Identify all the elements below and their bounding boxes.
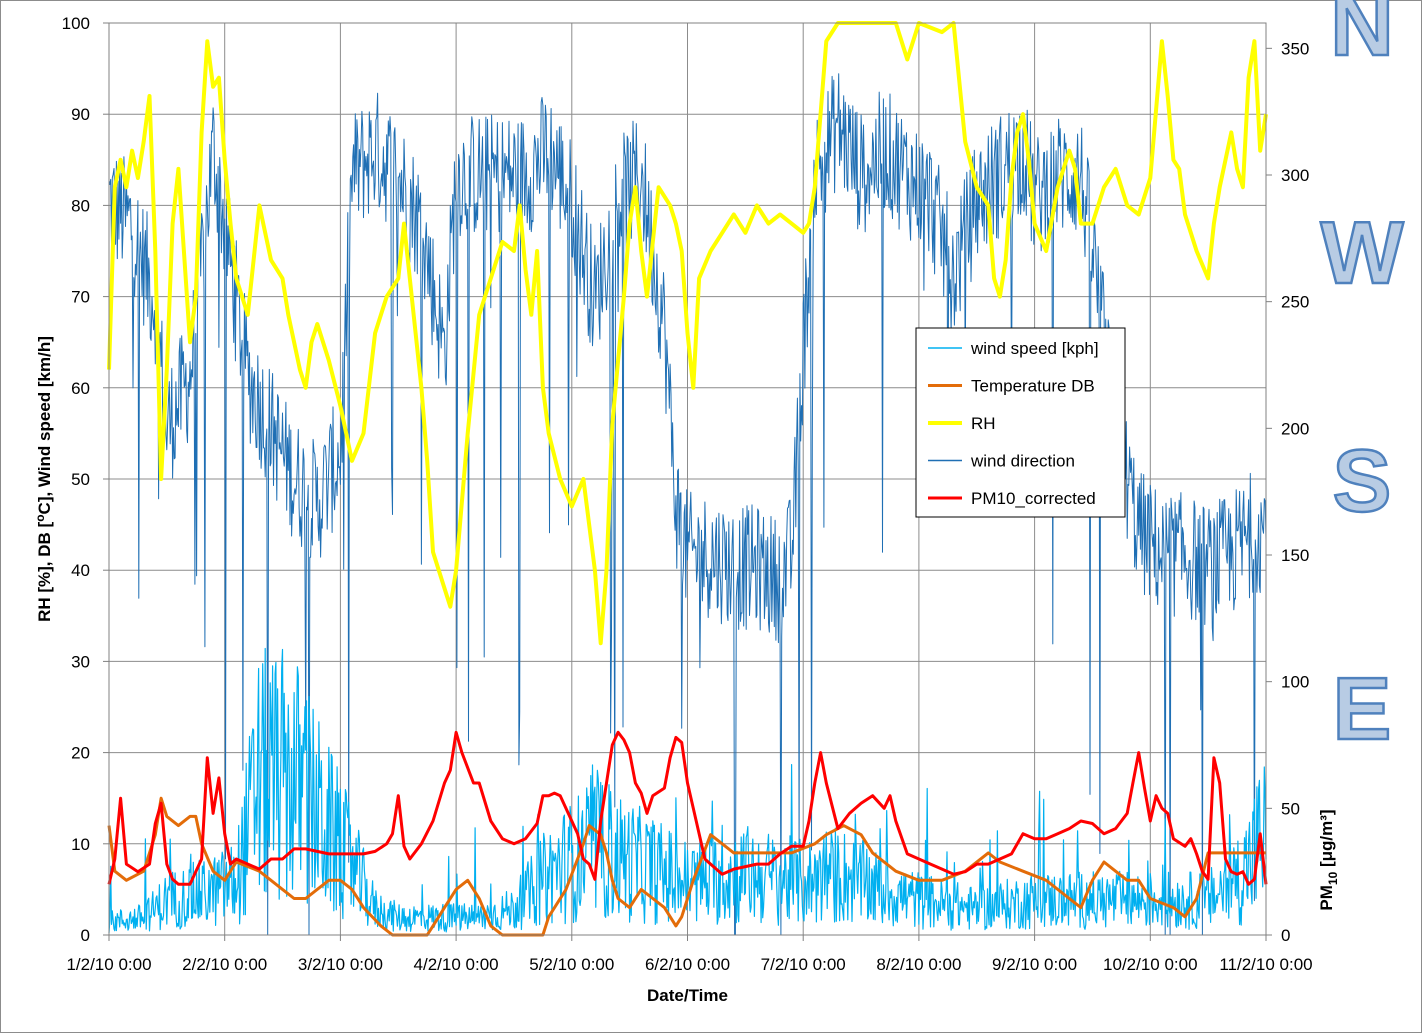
series-line-pm10-corrected <box>107 730 1268 886</box>
y-right-tick-label: 0 <box>1281 926 1290 945</box>
x-tick-label: 7/2/10 0:00 <box>761 955 846 974</box>
series-line-temperature-db <box>107 796 1266 937</box>
y-left-tick-label: 60 <box>71 379 90 398</box>
y-left-tick-label: 0 <box>81 926 90 945</box>
y-left-tick-label: 90 <box>71 105 90 124</box>
y-left-tick-label: 20 <box>71 744 90 763</box>
y-left-tick-label: 10 <box>71 835 90 854</box>
x-tick-label: 5/2/10 0:00 <box>529 955 614 974</box>
series-line-rh <box>107 21 1268 646</box>
compass-label-w: W <box>1320 203 1403 302</box>
y-left-tick-label: 50 <box>71 470 90 489</box>
x-tick-label: 10/2/10 0:00 <box>1103 955 1198 974</box>
compass-label-s: S <box>1333 431 1392 530</box>
y-axis-left-title-part: RH [%], DB [ <box>35 521 54 621</box>
y-axis-right-title-part: 10 <box>1326 871 1340 885</box>
y-axis-left-title-part: o <box>33 514 47 521</box>
x-tick-label: 9/2/10 0:00 <box>992 955 1077 974</box>
y-axis-left-title-part: C], Wind speed [km/h] <box>35 336 54 514</box>
compass-label-n: N <box>1330 0 1394 74</box>
compass-label-e: E <box>1333 659 1392 758</box>
y-axis-left-title: RH [%], DB [oC], Wind speed [km/h] <box>33 336 54 622</box>
y-right-tick-label: 250 <box>1281 293 1309 312</box>
x-axis-title: Date/Time <box>647 986 728 1005</box>
compass-layer: N W S E <box>1319 0 1405 759</box>
x-tick-label: 1/2/10 0:00 <box>66 955 151 974</box>
x-tick-label: 11/2/10 0:00 <box>1219 955 1312 974</box>
y-left-tick-label: 100 <box>62 14 90 33</box>
x-tick-label: 8/2/10 0:00 <box>876 955 961 974</box>
legend-label-wind-direction: wind direction <box>970 452 1075 471</box>
legend-label-rh: RH <box>971 414 996 433</box>
legend-label-temperature-db: Temperature DB <box>971 377 1095 396</box>
y-right-tick-label: 300 <box>1281 166 1309 185</box>
legend-label-wind-speed-kph: wind speed [kph] <box>970 339 1099 358</box>
series-layer <box>107 21 1268 937</box>
x-tick-label: 4/2/10 0:00 <box>414 955 499 974</box>
y-right-tick-label: 150 <box>1281 546 1309 565</box>
ticks-layer: 0 10 20 30 40 50 60 70 80 90 100 0 50 100 150 200 250 300… <box>62 14 1313 974</box>
y-axis-right-title: PM10 [μg/m³] <box>1317 809 1340 910</box>
legend-label-pm10-corrected: PM10_corrected <box>971 489 1096 508</box>
x-tick-label: 3/2/10 0:00 <box>298 955 383 974</box>
y-right-tick-label: 50 <box>1281 799 1300 818</box>
series-line-wind-direction <box>108 73 1267 936</box>
y-left-tick-label: 70 <box>71 288 90 307</box>
x-tick-label: 6/2/10 0:00 <box>645 955 730 974</box>
y-axis-right-title-part: [μg/m³] <box>1317 809 1336 871</box>
y-left-tick-label: 40 <box>71 561 90 580</box>
y-right-tick-label: 200 <box>1281 419 1309 438</box>
x-tick-label: 2/2/10 0:00 <box>182 955 267 974</box>
y-axis-right-title-part: PM <box>1317 885 1336 911</box>
series-line-wind-speed-kph <box>108 647 1267 933</box>
legend: wind speed [kph] Temperature DB RH wind dir… <box>915 327 1126 518</box>
y-right-tick-label: 100 <box>1281 673 1309 692</box>
y-right-tick-label: 350 <box>1281 39 1309 58</box>
y-left-tick-label: 80 <box>71 196 90 215</box>
y-left-tick-label: 30 <box>71 652 90 671</box>
